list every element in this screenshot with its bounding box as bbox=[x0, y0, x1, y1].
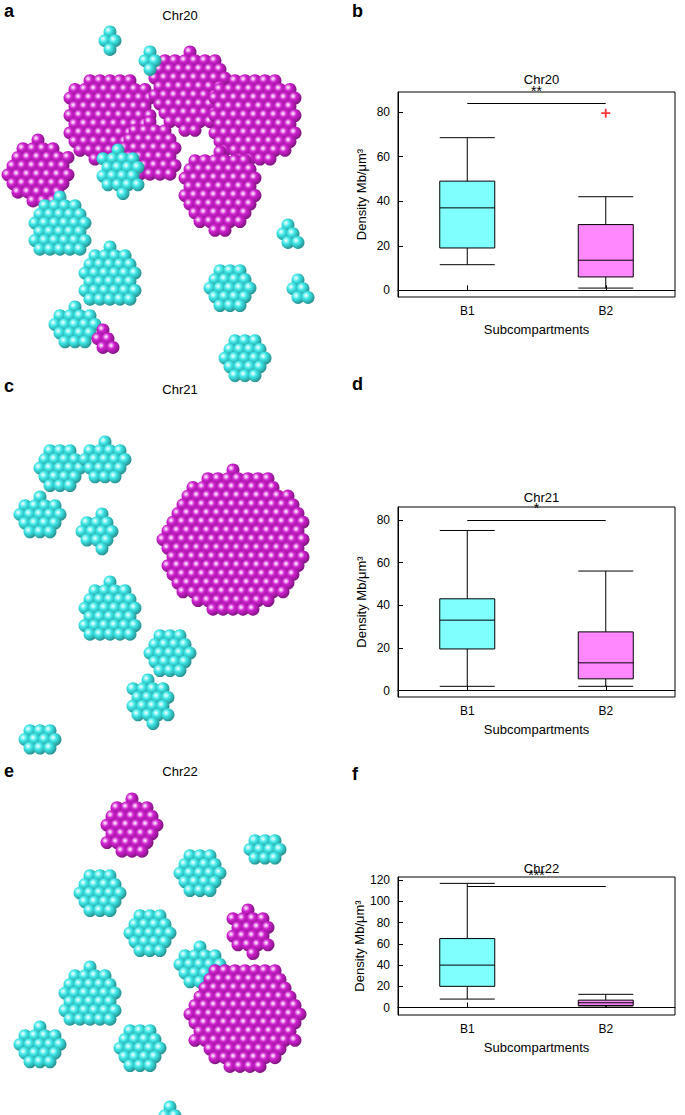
svg-text:60: 60 bbox=[377, 150, 391, 164]
svg-text:80: 80 bbox=[377, 513, 391, 527]
svg-text:120: 120 bbox=[370, 873, 390, 887]
svg-text:Chr20: Chr20 bbox=[524, 72, 559, 87]
svg-text:e: e bbox=[4, 761, 14, 781]
svg-text:20: 20 bbox=[377, 239, 391, 253]
svg-text:f: f bbox=[352, 764, 359, 784]
svg-text:60: 60 bbox=[377, 556, 391, 570]
svg-text:Density Mb/μm³: Density Mb/μm³ bbox=[352, 900, 367, 992]
svg-text:Subcompartments: Subcompartments bbox=[484, 322, 590, 337]
svg-text:B1: B1 bbox=[460, 704, 475, 718]
svg-text:B1: B1 bbox=[460, 1022, 475, 1036]
svg-text:B2: B2 bbox=[598, 1022, 613, 1036]
svg-text:Chr21: Chr21 bbox=[524, 490, 559, 505]
svg-text:20: 20 bbox=[377, 979, 391, 993]
svg-text:0: 0 bbox=[383, 283, 390, 297]
svg-text:Density Mb/μm³: Density Mb/μm³ bbox=[354, 556, 369, 648]
svg-text:Chr21: Chr21 bbox=[162, 382, 197, 397]
svg-text:B2: B2 bbox=[598, 304, 613, 318]
svg-text:80: 80 bbox=[377, 916, 391, 930]
svg-text:Subcompartments: Subcompartments bbox=[484, 722, 590, 737]
svg-text:40: 40 bbox=[377, 958, 391, 972]
svg-text:c: c bbox=[4, 376, 14, 396]
svg-text:100: 100 bbox=[370, 894, 390, 908]
svg-text:0: 0 bbox=[383, 684, 390, 698]
svg-text:80: 80 bbox=[377, 105, 391, 119]
svg-text:a: a bbox=[4, 1, 15, 21]
svg-text:60: 60 bbox=[377, 937, 391, 951]
svg-text:40: 40 bbox=[377, 598, 391, 612]
svg-text:Chr20: Chr20 bbox=[162, 8, 197, 23]
svg-text:20: 20 bbox=[377, 641, 391, 655]
svg-text:B2: B2 bbox=[598, 704, 613, 718]
svg-text:Chr22: Chr22 bbox=[162, 764, 197, 779]
svg-text:40: 40 bbox=[377, 194, 391, 208]
svg-text:0: 0 bbox=[383, 1001, 390, 1015]
svg-text:d: d bbox=[352, 374, 363, 394]
svg-text:Chr22: Chr22 bbox=[524, 861, 559, 876]
svg-text:b: b bbox=[352, 1, 363, 21]
svg-text:Subcompartments: Subcompartments bbox=[484, 1040, 590, 1055]
svg-text:Density Mb/μm³: Density Mb/μm³ bbox=[354, 148, 369, 240]
svg-text:B1: B1 bbox=[460, 304, 475, 318]
